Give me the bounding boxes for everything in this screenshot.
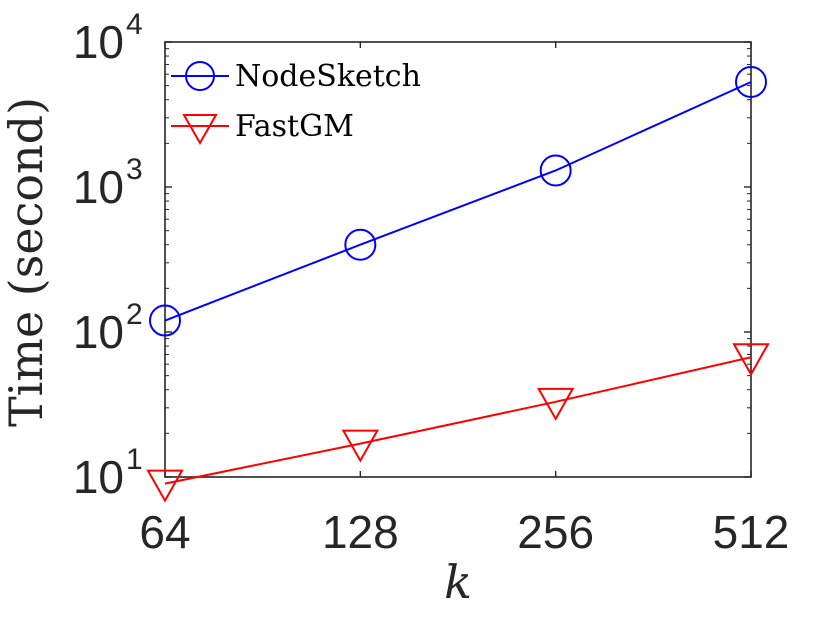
y-tick-exponent: 2 <box>126 298 143 331</box>
y-tick-label: 10 <box>73 306 124 358</box>
legend-label-fastgm: FastGM <box>235 109 354 144</box>
data-point-fastgm <box>341 429 380 463</box>
x-tick-label: 64 <box>139 506 190 558</box>
legend-entry-nodesketch: NodeSketch <box>171 59 421 94</box>
data-point-nodesketch <box>735 65 767 98</box>
y-axis-title: Time (second) <box>0 97 53 427</box>
legend-marker-fastgm <box>182 114 218 146</box>
y-tick-label: 10 <box>73 16 124 68</box>
legend-entry-fastgm: FastGM <box>171 109 354 146</box>
x-axis-title: k <box>444 555 472 609</box>
legend: NodeSketch FastGM <box>171 59 421 146</box>
y-tick-exponent: 4 <box>126 8 143 41</box>
axis-ticks <box>164 41 752 478</box>
plot-area <box>164 41 752 478</box>
series-line-nodesketch <box>164 81 752 322</box>
data-point-nodesketch <box>539 154 572 187</box>
y-tick-exponent: 1 <box>126 443 143 476</box>
y-tick-label: 10 <box>73 451 124 503</box>
legend-label-nodesketch: NodeSketch <box>235 59 421 94</box>
x-tick-labels: 64 128 256 512 <box>139 506 789 558</box>
series-layer <box>146 65 770 503</box>
y-tick-exponent: 3 <box>126 153 143 186</box>
legend-marker-nodesketch <box>185 61 215 91</box>
data-point-fastgm <box>732 343 770 377</box>
y-tick-label: 10 <box>73 161 124 213</box>
data-point-nodesketch <box>149 304 181 337</box>
x-tick-label: 256 <box>517 506 594 558</box>
x-tick-label: 512 <box>713 506 790 558</box>
data-point-fastgm <box>536 387 575 421</box>
x-tick-label: 128 <box>322 506 399 558</box>
series-line-fastgm <box>164 356 752 485</box>
data-point-nodesketch <box>344 228 377 261</box>
data-point-fastgm <box>146 469 184 503</box>
